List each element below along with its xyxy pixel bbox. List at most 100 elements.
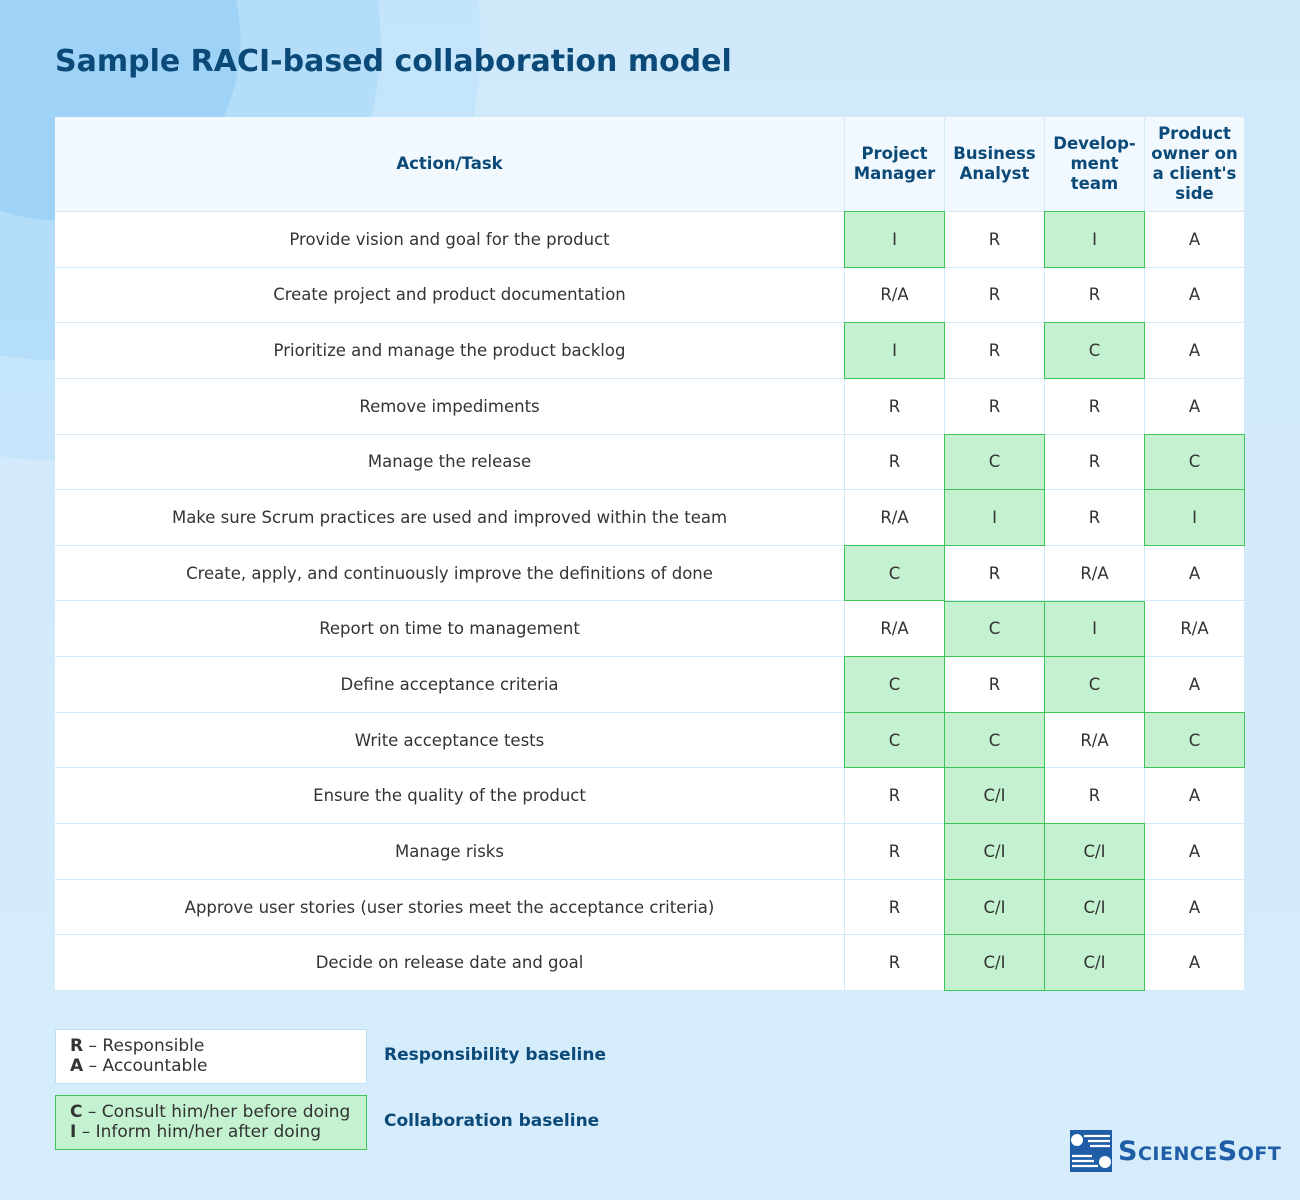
raci-cell: C/I [944, 934, 1045, 991]
legend-item: C – Consult him/her before doing [70, 1102, 352, 1122]
raci-cell: R [1045, 434, 1145, 491]
raci-cell: C [844, 544, 945, 602]
raci-cell: C [944, 600, 1045, 658]
task-cell: Write acceptance tests [55, 712, 845, 769]
legend-text: – Consult him/her before doing [87, 1102, 351, 1122]
raci-cell: I [844, 211, 945, 268]
raci-cell: A [1145, 768, 1245, 825]
header-line: Action/Task [396, 154, 503, 173]
raci-cell: C/I [944, 878, 1045, 936]
legend-item: R – Responsible [70, 1036, 352, 1056]
header-line: owner on [1151, 144, 1238, 163]
legend-text: – Accountable [88, 1056, 208, 1076]
task-cell: Make sure Scrum practices are used and i… [55, 490, 845, 546]
raci-cell: R [1045, 267, 1145, 324]
raci-cell: C [1144, 711, 1245, 769]
raci-cell: R [845, 434, 945, 491]
legend-item: A – Accountable [70, 1056, 352, 1076]
task-cell: Report on time to management [55, 601, 845, 658]
raci-cell: R [1045, 768, 1145, 825]
logo: ScienceSoft [1070, 1130, 1281, 1172]
raci-cell: C [944, 711, 1045, 769]
raci-cell: A [1145, 545, 1245, 602]
raci-cell: C [1044, 322, 1145, 379]
header-line: Business [953, 144, 1036, 163]
header-line: team [1070, 174, 1119, 193]
raci-cell: R [845, 879, 945, 936]
raci-cell: C [844, 711, 945, 769]
header-line: a client's [1152, 164, 1237, 183]
legend-key: I [70, 1122, 77, 1142]
header-line: Develop- [1053, 134, 1136, 153]
raci-cell: R [945, 378, 1045, 435]
raci-cell: I [1044, 600, 1145, 658]
header-line: Manager [853, 164, 936, 183]
raci-cell: C/I [1044, 823, 1145, 880]
raci-cell: C/I [1044, 934, 1145, 991]
header-cell: Project Manager [845, 117, 945, 212]
raci-cell: I [1144, 489, 1245, 546]
raci-cell: R/A [845, 601, 945, 658]
header-line: Project [861, 144, 928, 163]
task-cell: Decide on release date and goal [55, 935, 845, 991]
legend-key: A [70, 1056, 84, 1076]
raci-cell: A [1145, 267, 1245, 324]
raci-cell: R [845, 824, 945, 880]
task-cell: Prioritize and manage the product backlo… [55, 323, 845, 379]
raci-cell: R/A [1045, 545, 1145, 602]
header-cell: Develop-ment team [1045, 117, 1145, 212]
raci-cell: C [1044, 656, 1145, 713]
raci-cell: I [944, 489, 1045, 546]
raci-cell: A [1145, 824, 1245, 880]
raci-cell: A [1145, 212, 1245, 268]
raci-cell: A [1145, 378, 1245, 435]
task-cell: Manage the release [55, 434, 845, 491]
raci-cell: I [1044, 211, 1145, 268]
header-line: side [1175, 184, 1214, 203]
raci-cell: R [845, 768, 945, 825]
raci-cell: R [945, 545, 1045, 602]
legend-key: R [70, 1036, 84, 1056]
raci-cell: C [1144, 433, 1245, 491]
legend-box: C – Consult him/her before doing I – Info… [55, 1095, 367, 1150]
raci-cell: C/I [1044, 878, 1145, 936]
legend-text: – Inform him/her after doing [81, 1122, 321, 1142]
raci-cell: R [945, 212, 1045, 268]
task-cell: Ensure the quality of the product [55, 768, 845, 825]
header-cell: Business Analyst [945, 117, 1045, 212]
legend-label: Responsibility baseline [384, 1045, 606, 1065]
task-cell: Create, apply, and continuously improve … [55, 545, 845, 602]
raci-cell: R/A [1045, 712, 1145, 769]
raci-cell: C [844, 656, 945, 713]
raci-cell: A [1145, 323, 1245, 379]
raci-cell: R [1045, 490, 1145, 546]
header-line: Product [1158, 124, 1231, 143]
task-cell: Create project and product documentation [55, 267, 845, 324]
header-cell: Product owner on a client's side [1145, 117, 1245, 212]
logo-text: ScienceSoft [1118, 1136, 1282, 1167]
raci-cell: C/I [944, 823, 1045, 880]
raci-cell: C [944, 433, 1045, 491]
raci-cell: R/A [845, 490, 945, 546]
raci-cell: R [845, 935, 945, 991]
legend-text: – Responsible [88, 1036, 205, 1056]
raci-cell: R [945, 267, 1045, 324]
raci-cell: A [1145, 935, 1245, 991]
task-cell: Define acceptance criteria [55, 657, 845, 713]
logo-icon [1070, 1130, 1112, 1172]
page-title: Sample RACI-based collaboration model [55, 44, 732, 79]
raci-cell: A [1145, 879, 1245, 936]
raci-cell: A [1145, 657, 1245, 713]
header-line: ment [1070, 154, 1119, 173]
raci-cell: R [945, 323, 1045, 379]
task-cell: Approve user stories (user stories meet … [55, 879, 845, 936]
header-cell: Action/Task [55, 117, 845, 212]
legend-key: C [70, 1102, 83, 1122]
raci-cell: I [844, 322, 945, 379]
task-cell: Provide vision and goal for the product [55, 212, 845, 268]
raci-cell: R/A [1145, 601, 1245, 658]
task-cell: Remove impediments [55, 378, 845, 435]
raci-cell: C/I [944, 767, 1045, 825]
raci-table: Action/Task Project Manager Business Analyst… [55, 117, 1245, 991]
